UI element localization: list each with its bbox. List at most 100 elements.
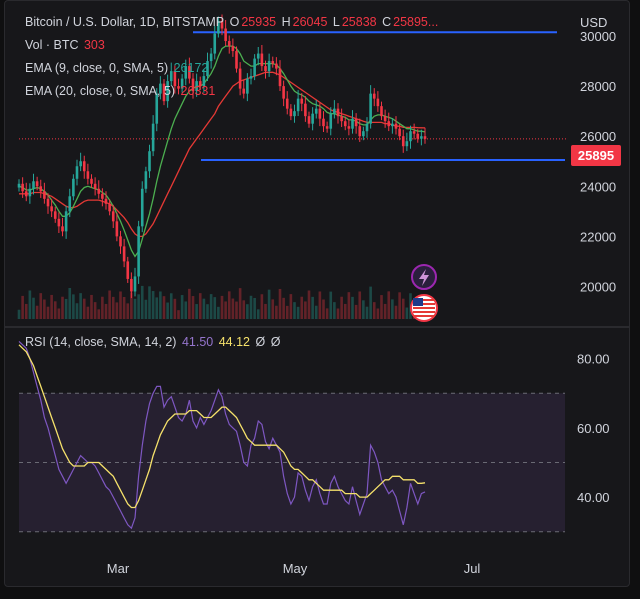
price-tick-label: 28000 (580, 79, 616, 94)
ema20-value: 26331 (180, 84, 216, 98)
volume-bar (191, 296, 195, 319)
candle-body (314, 108, 318, 114)
volume-bar (53, 301, 57, 319)
volume-bar (130, 292, 133, 319)
rsi-legend[interactable]: RSI (14, close, SMA, 14, 2) 41.50 44.12 … (25, 335, 282, 349)
chart-canvas[interactable]: 30000 28000 26000 24000 22000 20000 80.00 60.00… (5, 1, 629, 586)
volume-bar (376, 308, 380, 319)
candle-body (405, 141, 409, 147)
candle-body (282, 86, 285, 99)
volume-bar (405, 307, 409, 319)
volume-bar (101, 296, 104, 319)
us-flag-canton (413, 298, 423, 306)
candle-body (333, 108, 336, 114)
volume-bar (46, 306, 50, 319)
volume-label: Vol · BTC (25, 38, 79, 52)
candle-body (184, 66, 188, 79)
volume-bar (184, 301, 188, 319)
volume-bar (264, 303, 267, 319)
volume-legend[interactable]: Vol · BTC 303 (25, 38, 107, 52)
candle-body (340, 116, 343, 122)
candle-body (318, 108, 322, 119)
candle-body (260, 53, 264, 67)
volume-bar (148, 286, 151, 319)
ema20-legend[interactable]: EMA (20, close, 0, SMA, 5) 26331 (25, 84, 217, 98)
volume-bar (401, 298, 405, 319)
us-flag-icon[interactable] (410, 294, 438, 322)
candle-body (169, 71, 173, 82)
volume-bar (260, 294, 264, 319)
open-value: 25935 (241, 15, 277, 29)
candle-body (75, 166, 79, 179)
us-flag-stripe (413, 315, 435, 317)
candle-body (278, 68, 282, 87)
candle-body (111, 211, 115, 222)
candle-body (275, 63, 278, 69)
candle-body (220, 21, 224, 29)
candle-body (180, 78, 184, 89)
candle-body (97, 188, 101, 194)
candle-body (206, 61, 209, 77)
volume-bar (333, 302, 336, 319)
candle-body (409, 131, 412, 142)
candle-body (28, 188, 32, 197)
volume-bar (267, 289, 271, 319)
volume-bar (39, 293, 43, 319)
volume-bar (293, 302, 296, 319)
candle-body (191, 78, 195, 92)
candle-body (93, 183, 97, 189)
candle-body (46, 198, 50, 207)
time-tick-label: Jul (464, 561, 481, 576)
volume-bar (300, 296, 304, 319)
ema9-line (18, 45, 426, 258)
candle-body (86, 171, 90, 179)
volume-bar (394, 305, 398, 319)
us-flag-stripe (413, 299, 435, 301)
rsi-sma-value: 44.12 (218, 335, 250, 349)
candle-body (238, 68, 242, 89)
volume-bar (387, 291, 391, 319)
low-label: L (332, 15, 340, 29)
candle-body (90, 178, 93, 184)
volume-bar (32, 297, 35, 319)
candle-body (151, 123, 155, 152)
rsi-sma-line (18, 344, 426, 509)
candle-body (347, 126, 351, 129)
candle-body (420, 136, 423, 139)
candle-body (380, 106, 383, 117)
volume-bar (206, 304, 209, 319)
volume-bar (289, 294, 293, 319)
candle-body (68, 196, 72, 212)
volume-bar (311, 296, 314, 319)
candle-body (173, 71, 177, 87)
volume-bar (217, 306, 220, 319)
ema9-legend[interactable]: EMA (9, close, 0, SMA, 5) 26172 (25, 61, 210, 75)
volume-bar (391, 299, 394, 319)
volume-bar (72, 294, 75, 319)
volume-bar (256, 309, 260, 319)
volume-bar (246, 304, 249, 319)
time-tick-label: Mar (107, 561, 130, 576)
candle-body (416, 133, 420, 139)
volume-value: 303 (83, 38, 105, 52)
time-tick-label: May (283, 561, 308, 576)
volume-bar (17, 309, 21, 319)
volume-bar (343, 303, 347, 319)
volume-bar (57, 308, 61, 319)
lightning-icon[interactable] (411, 264, 437, 290)
price-tick-label: 24000 (580, 179, 616, 194)
currency-label[interactable]: USD (580, 15, 608, 30)
volume-bar (166, 302, 169, 319)
candle-body (358, 126, 362, 137)
volume-bar (278, 288, 282, 319)
volume-bar (144, 299, 148, 319)
price-tick-label: 26000 (580, 129, 616, 144)
price-tick-label: 20000 (580, 279, 616, 294)
volume-bar (282, 297, 285, 319)
rsi-value: 41.50 (181, 335, 214, 349)
candle-body (343, 121, 347, 127)
candle-body (311, 113, 314, 124)
candle-body (322, 118, 325, 127)
candle-body (17, 183, 21, 188)
volume-bar (224, 301, 227, 319)
